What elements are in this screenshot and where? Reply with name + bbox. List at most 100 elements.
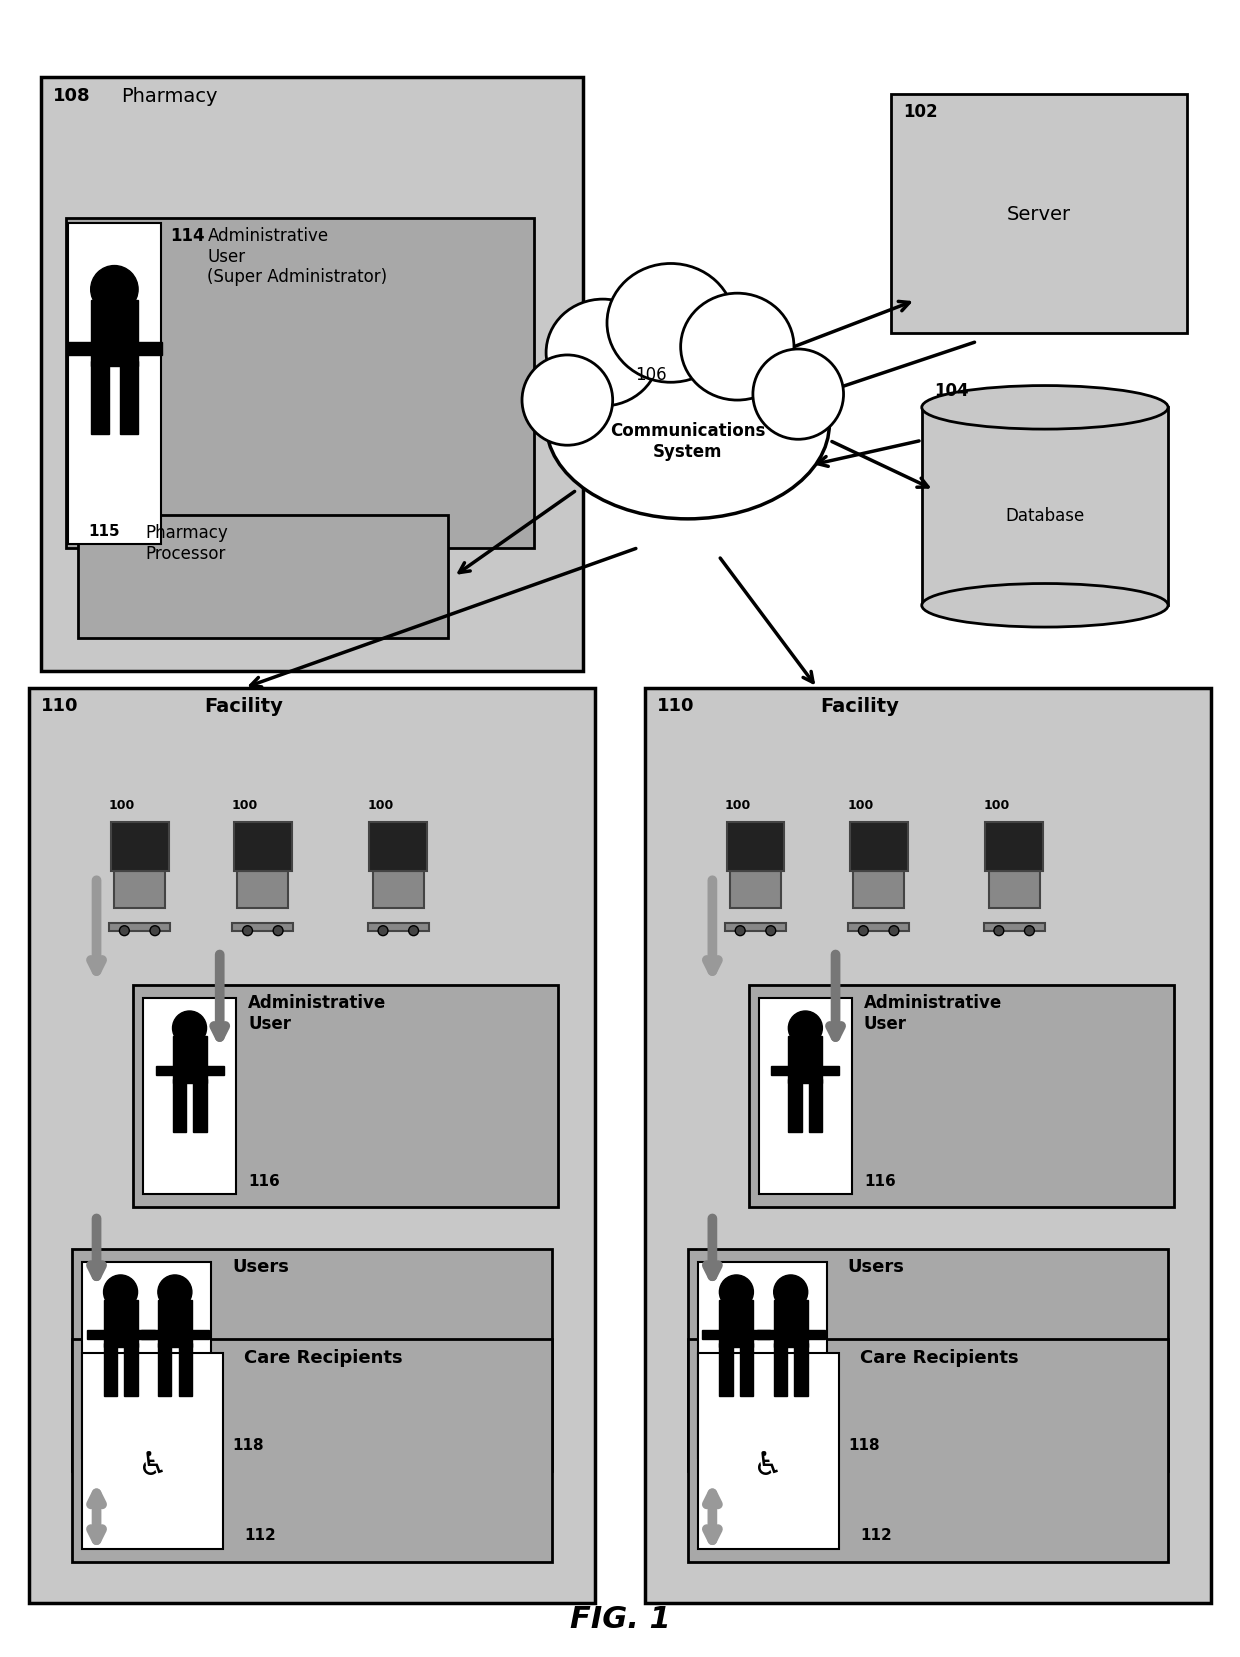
Circle shape bbox=[1024, 926, 1034, 936]
Bar bbox=[795, 1344, 807, 1397]
Text: Database: Database bbox=[1006, 507, 1085, 524]
Bar bbox=[104, 1299, 138, 1347]
Bar bbox=[725, 923, 786, 931]
Text: 110: 110 bbox=[41, 696, 78, 714]
Text: 100: 100 bbox=[848, 799, 874, 812]
Circle shape bbox=[157, 1276, 192, 1309]
Bar bbox=[771, 1065, 789, 1075]
Bar bbox=[759, 998, 852, 1195]
Text: 108: 108 bbox=[53, 86, 91, 104]
Bar bbox=[849, 822, 908, 872]
Bar bbox=[232, 923, 294, 931]
Bar bbox=[774, 1299, 807, 1347]
Bar bbox=[730, 872, 781, 910]
Bar bbox=[41, 78, 583, 671]
Bar bbox=[29, 688, 595, 1604]
Bar bbox=[702, 1331, 719, 1339]
Bar bbox=[172, 1079, 186, 1132]
Text: 100: 100 bbox=[724, 799, 751, 812]
Circle shape bbox=[119, 926, 129, 936]
Bar bbox=[66, 219, 533, 548]
Bar bbox=[87, 1331, 104, 1339]
Text: Care Recipients: Care Recipients bbox=[861, 1347, 1019, 1365]
Circle shape bbox=[719, 1276, 754, 1309]
Text: 114: 114 bbox=[170, 227, 205, 245]
Text: ♿: ♿ bbox=[754, 1448, 784, 1481]
Bar bbox=[124, 1344, 138, 1397]
Circle shape bbox=[858, 926, 868, 936]
Text: 115: 115 bbox=[88, 524, 119, 539]
Bar bbox=[698, 1352, 839, 1549]
Text: 106: 106 bbox=[635, 366, 667, 384]
Bar bbox=[807, 1331, 825, 1339]
Bar bbox=[645, 688, 1211, 1604]
Bar bbox=[91, 300, 138, 366]
Circle shape bbox=[150, 926, 160, 936]
Bar bbox=[789, 1079, 801, 1132]
Bar bbox=[921, 408, 1168, 606]
Text: Administrative
User: Administrative User bbox=[248, 993, 387, 1032]
Bar bbox=[810, 1079, 822, 1132]
Text: Server: Server bbox=[1007, 205, 1071, 224]
Text: Users: Users bbox=[232, 1258, 289, 1276]
Text: 118: 118 bbox=[232, 1437, 264, 1452]
Circle shape bbox=[774, 1276, 807, 1309]
Bar bbox=[72, 1249, 552, 1471]
Bar bbox=[983, 923, 1045, 931]
Bar bbox=[892, 94, 1187, 335]
Circle shape bbox=[243, 926, 253, 936]
Text: FIG. 1: FIG. 1 bbox=[569, 1604, 671, 1634]
Text: 104: 104 bbox=[934, 381, 968, 399]
Text: Communications
System: Communications System bbox=[610, 421, 765, 461]
Circle shape bbox=[172, 1011, 207, 1046]
Bar bbox=[109, 923, 170, 931]
Text: Pharmacy
Processor: Pharmacy Processor bbox=[146, 524, 228, 562]
Text: Users: Users bbox=[848, 1258, 905, 1276]
Bar bbox=[104, 1344, 117, 1397]
Bar bbox=[698, 1263, 827, 1458]
Bar bbox=[988, 872, 1039, 910]
Text: Facility: Facility bbox=[821, 696, 899, 716]
Circle shape bbox=[994, 926, 1004, 936]
Text: 100: 100 bbox=[983, 799, 1009, 812]
Bar bbox=[848, 923, 909, 931]
Bar bbox=[719, 1344, 733, 1397]
Text: Administrative
User: Administrative User bbox=[864, 993, 1002, 1032]
Circle shape bbox=[378, 926, 388, 936]
Text: 102: 102 bbox=[903, 103, 937, 121]
Bar bbox=[237, 872, 288, 910]
Bar bbox=[207, 1065, 223, 1075]
Circle shape bbox=[735, 926, 745, 936]
Bar bbox=[740, 1344, 754, 1397]
Bar bbox=[82, 1263, 211, 1458]
Bar bbox=[144, 998, 236, 1195]
Text: 112: 112 bbox=[861, 1528, 892, 1543]
Bar bbox=[120, 361, 138, 436]
Bar bbox=[754, 1331, 770, 1339]
Bar bbox=[822, 1065, 839, 1075]
Bar bbox=[157, 1344, 171, 1397]
Ellipse shape bbox=[522, 356, 613, 446]
Text: 118: 118 bbox=[848, 1437, 879, 1452]
Text: Facility: Facility bbox=[205, 696, 284, 716]
Bar bbox=[193, 1079, 207, 1132]
Circle shape bbox=[889, 926, 899, 936]
Bar bbox=[67, 343, 91, 356]
Ellipse shape bbox=[753, 350, 843, 441]
Bar bbox=[68, 224, 161, 545]
Circle shape bbox=[91, 267, 138, 313]
Bar bbox=[368, 923, 429, 931]
Bar bbox=[789, 1036, 822, 1084]
Ellipse shape bbox=[921, 386, 1168, 429]
Bar bbox=[234, 822, 291, 872]
Text: 116: 116 bbox=[248, 1173, 280, 1188]
Bar bbox=[688, 1339, 1168, 1563]
Bar bbox=[78, 515, 448, 640]
Text: Pharmacy: Pharmacy bbox=[122, 86, 218, 106]
Bar bbox=[110, 822, 169, 872]
Bar bbox=[134, 986, 558, 1208]
Bar bbox=[179, 1344, 192, 1397]
Bar bbox=[688, 1249, 1168, 1471]
Bar bbox=[172, 1036, 207, 1084]
Bar bbox=[91, 361, 109, 436]
